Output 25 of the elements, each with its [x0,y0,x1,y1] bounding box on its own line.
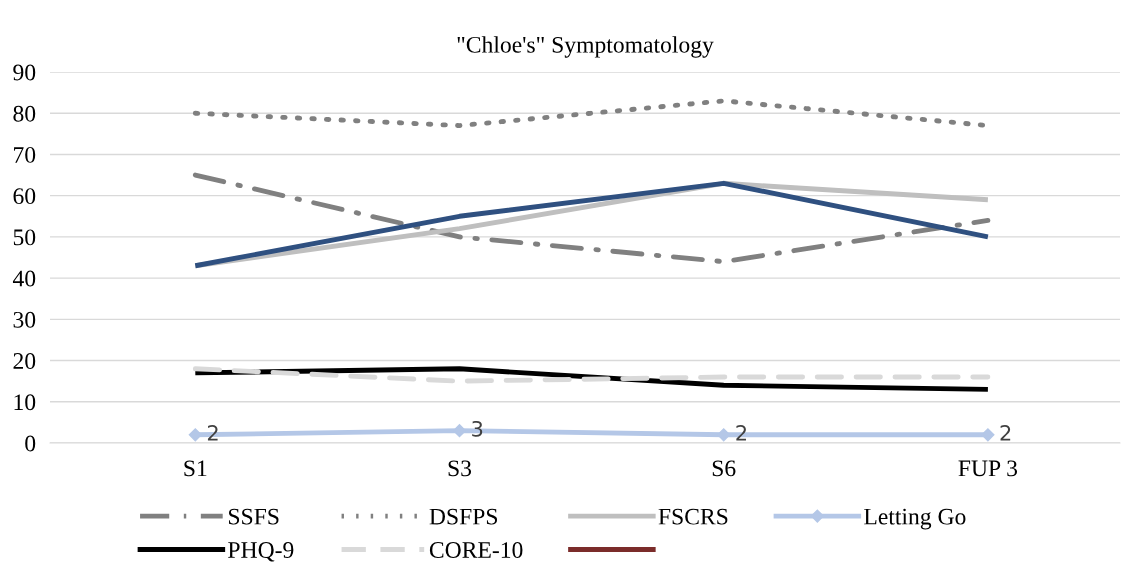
y-tick-label: 90 [13,64,36,81]
data-label: 3 [472,420,483,437]
y-tick-label: 30 [13,311,36,328]
x-tick-label: S6 [712,460,736,477]
y-tick-label: 20 [13,353,36,369]
x-tick-label: S1 [184,460,207,477]
x-tick-label: FUP 3 [958,460,1018,477]
y-tick-label: 40 [12,270,36,287]
legend-label: CORE-10 [429,542,523,558]
y-tick-label: 0 [25,435,36,452]
y-tick-label: 70 [14,146,36,163]
y-tick-label: 80 [13,105,36,122]
legend-label: FSCRS [658,508,728,525]
data-label: 2 [1000,425,1011,441]
y-tick-label: 60 [13,188,36,205]
chart-title: "Chloe's" Symptomatology [457,36,714,58]
legend-label: PHQ-9 [228,542,294,562]
data-label: 2 [736,425,746,441]
y-tick-label: 50 [13,229,36,246]
y-tick-label: 10 [14,394,36,411]
data-label: 2 [207,425,218,441]
legend-label: DSFPS [429,508,498,525]
x-tick-label: S3 [448,460,472,477]
legend-label: Letting Go [864,508,966,530]
legend-label: SSFS [229,508,279,525]
